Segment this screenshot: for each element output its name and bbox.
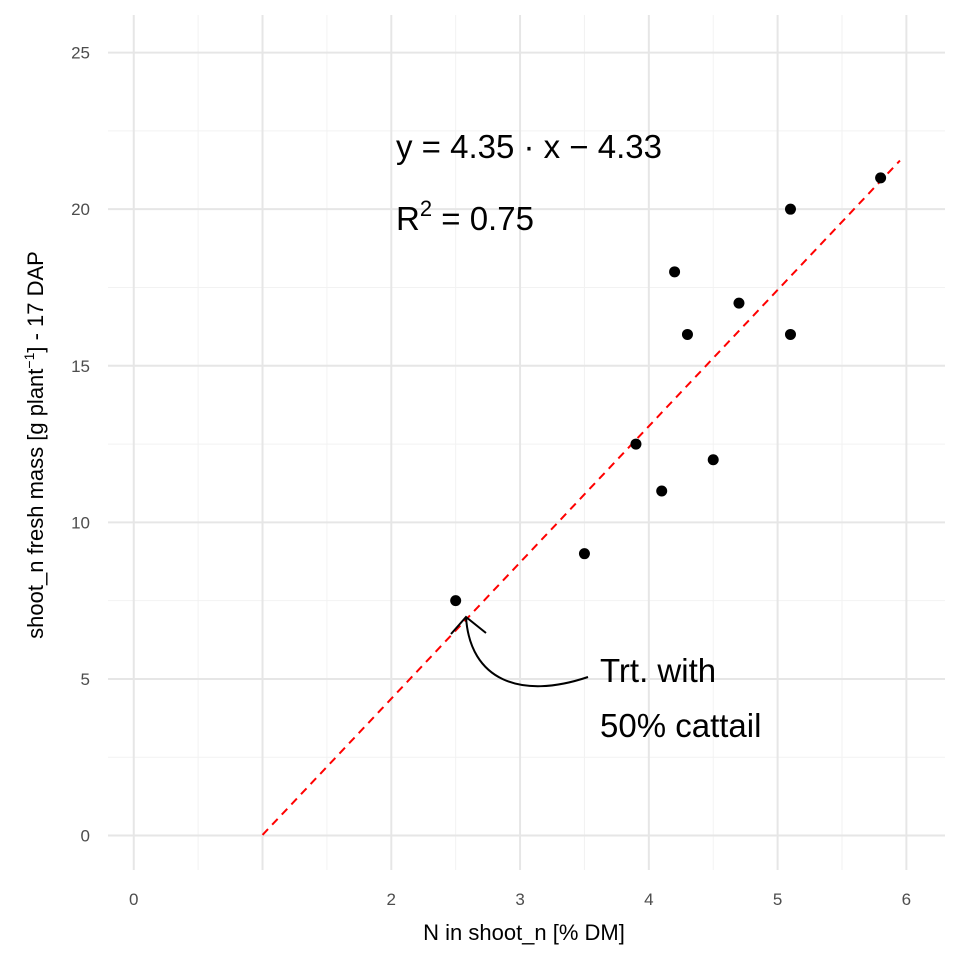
x-tick-label: 4 <box>644 890 653 909</box>
regression-equation: y = 4.35 · x − 4.33 R2 = 0.75 <box>396 128 662 237</box>
data-point <box>707 454 719 466</box>
grid-lines <box>108 15 945 870</box>
annotation-arrowhead <box>450 615 487 635</box>
equation-text: y = 4.35 · x − 4.33 <box>396 128 662 165</box>
x-tick-label: 2 <box>387 890 396 909</box>
annotation-line-2: 50% cattail <box>600 707 761 744</box>
r-squared-base: R <box>396 200 420 237</box>
y-axis-title-post: ] - 17 DAP <box>23 251 48 352</box>
y-tick-label: 5 <box>81 670 90 689</box>
data-point <box>681 328 693 340</box>
r-squared-sup: 2 <box>420 196 432 221</box>
x-tick-label: 0 <box>129 890 138 909</box>
data-points <box>450 172 887 607</box>
point-annotation: Trt. with 50% cattail <box>450 615 761 744</box>
data-point <box>578 548 590 560</box>
fit-line-group <box>261 159 901 836</box>
y-tick-label: 20 <box>71 200 90 219</box>
data-point <box>784 328 796 340</box>
x-axis-title: N in shoot_n [% DM] <box>423 920 625 945</box>
x-tick-label: 6 <box>902 890 911 909</box>
y-tick-label: 0 <box>81 827 90 846</box>
data-point <box>630 438 642 450</box>
y-tick-label: 10 <box>71 513 90 532</box>
x-axis-ticks: 0 2 3 4 5 6 <box>129 890 911 909</box>
y-axis-ticks: 0 5 10 15 20 25 <box>71 44 90 846</box>
y-axis-title-sup: −1 <box>21 352 37 368</box>
data-point <box>784 203 796 215</box>
r-squared-rest: = 0.75 <box>432 200 534 237</box>
data-point <box>669 266 681 278</box>
annotation-arrow <box>465 616 589 688</box>
annotation-line-1: Trt. with <box>600 652 716 689</box>
y-tick-label: 25 <box>71 44 90 63</box>
x-tick-label: 3 <box>515 890 524 909</box>
y-axis-title-pre: shoot_n fresh mass [g plant <box>23 369 48 639</box>
data-point <box>875 172 887 184</box>
data-point <box>450 595 462 607</box>
regression-line <box>261 159 901 836</box>
y-axis-title: shoot_n fresh mass [g plant−1] - 17 DAP <box>21 251 48 639</box>
r-squared-text: R2 = 0.75 <box>396 196 534 237</box>
x-tick-label: 5 <box>773 890 782 909</box>
data-point <box>656 485 668 497</box>
data-point <box>733 297 745 309</box>
y-tick-label: 15 <box>71 357 90 376</box>
